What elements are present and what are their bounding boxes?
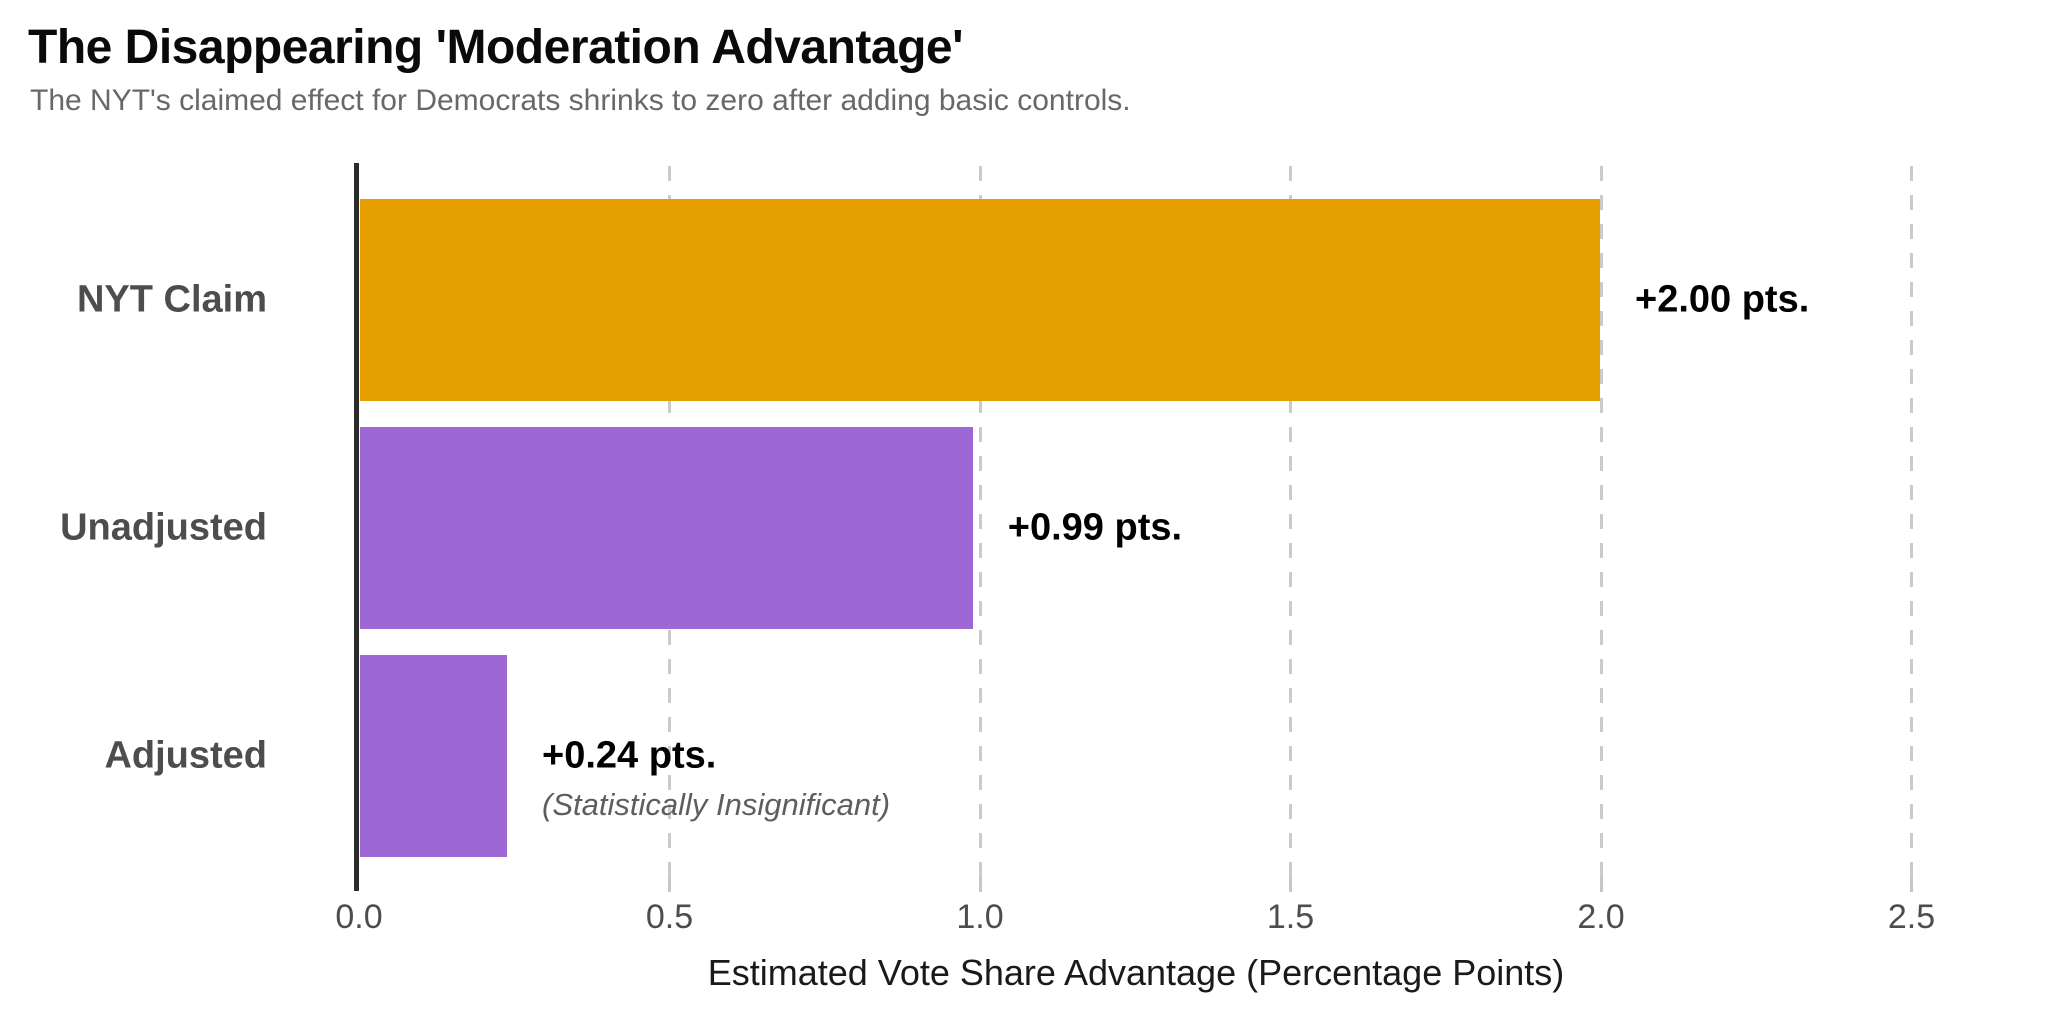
x-tick-mark [978,877,982,892]
chart-title: The Disappearing 'Moderation Advantage' [28,21,964,74]
x-tick-label: 0.5 [645,898,694,936]
value-annotation: (Statistically Insignificant) [542,787,891,822]
x-axis-title: Estimated Vote Share Advantage (Percenta… [707,952,1565,993]
gridline-2.5 [1910,166,1913,877]
category-label: NYT Claim [76,278,267,321]
value-label: +0.99 pts. [1007,506,1183,549]
x-tick-mark [1599,877,1603,892]
x-tick-label: 2.0 [1577,898,1625,936]
chart-subtitle: The NYT's claimed effect for Democrats s… [30,84,1131,117]
x-tick-label: 1.0 [956,898,1004,936]
adjusted-bar [360,655,508,857]
category-label: Unadjusted [60,506,267,549]
y-axis-line [354,163,359,891]
x-tick-mark [1289,877,1292,892]
x-tick-label: 0.0 [335,898,383,936]
gridline-1.5 [1289,166,1292,877]
unadjusted-bar [360,427,973,629]
nyt-claim-bar [360,199,1600,401]
x-tick-label: 1.5 [1266,898,1315,936]
x-tick-label: 2.5 [1887,898,1936,936]
x-tick-mark [668,877,671,892]
value-label: +2.00 pts. [1635,278,1810,321]
category-label: Adjusted [104,734,267,777]
x-tick-mark [1910,877,1913,892]
value-label: +0.24 pts. [542,734,717,777]
gridline-1 [978,166,982,877]
gridline-2 [1599,166,1603,877]
